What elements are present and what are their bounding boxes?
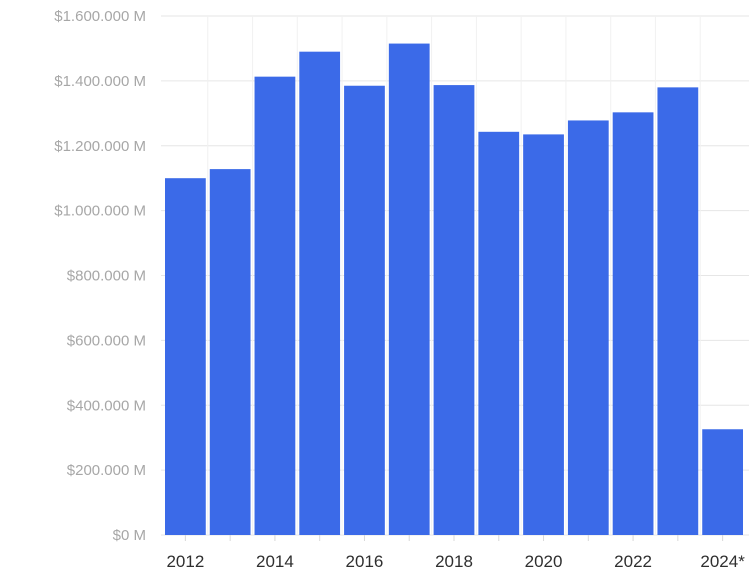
bars [165,43,743,536]
x-tick-label: 2012 [166,552,204,571]
x-tick-label: 2022 [614,552,652,571]
y-tick-label: $200.000 M [67,462,146,479]
y-tick-label: $1.600.000 M [54,8,146,25]
bar-2020 [523,134,564,535]
bar-2021 [567,120,609,535]
bar-2018 [433,85,475,536]
x-tick-label: 2018 [435,552,473,571]
bar-2012 [165,178,206,535]
y-tick-label: $1.000.000 M [54,203,146,220]
y-tick-label: $1.200.000 M [54,138,146,155]
bar-2019 [478,131,520,535]
x-tick-label: 2024* [700,552,745,571]
bar-2017 [388,43,430,536]
bar-2013 [209,169,251,536]
bar-2023 [657,87,699,536]
y-tick-label: $1.400.000 M [54,73,146,90]
bar-2024 [702,429,743,535]
y-tick-label: $400.000 M [67,397,146,414]
bar-2022 [612,112,654,535]
y-tick-label: $800.000 M [67,268,146,285]
x-tick-label: 2016 [346,552,384,571]
x-axis: 2012 2014 2016 2018 2020 2022 2024* [166,535,745,571]
bar-2015 [299,51,341,536]
y-tick-label: $600.000 M [67,332,146,349]
x-tick-label: 2014 [256,552,294,571]
y-axis: $0 M $200.000 M $400.000 M $600.000 M $800.0… [54,8,146,544]
y-tick-label: $0 M [113,527,146,544]
bar-2014 [254,76,296,535]
bar-2016 [344,85,385,535]
x-tick-label: 2020 [525,552,563,571]
